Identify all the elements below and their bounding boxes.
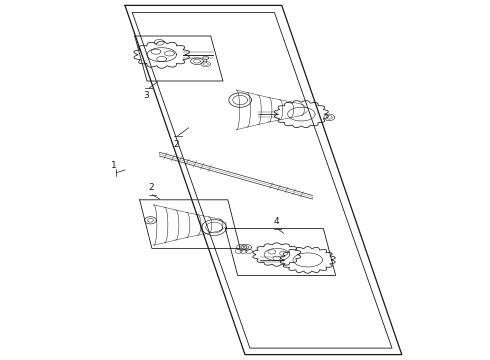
Text: 1: 1 bbox=[111, 161, 117, 170]
Text: 2: 2 bbox=[173, 140, 179, 149]
Text: 4: 4 bbox=[273, 217, 279, 226]
Text: 2: 2 bbox=[148, 183, 154, 192]
Text: 3: 3 bbox=[144, 91, 149, 100]
